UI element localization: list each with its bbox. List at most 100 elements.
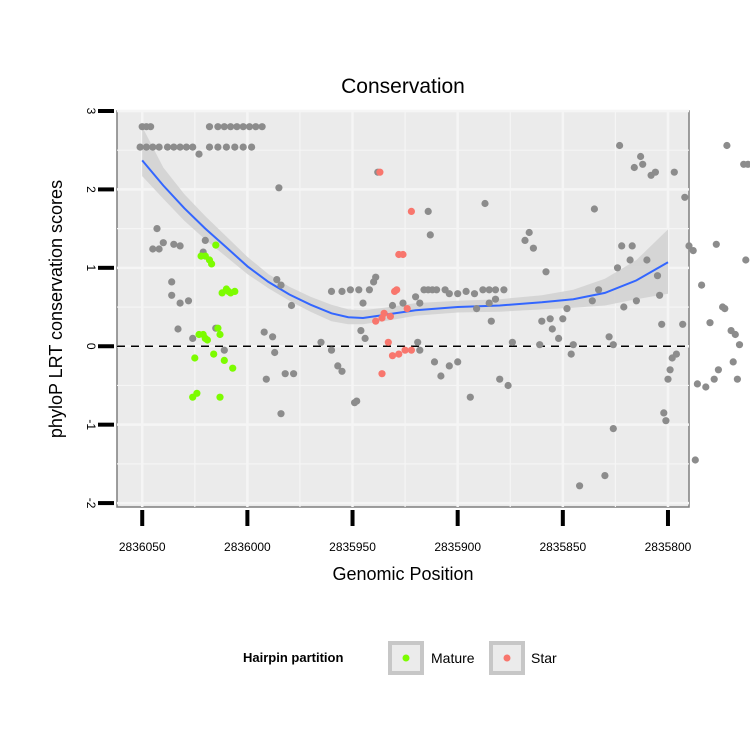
data-point-other (698, 281, 706, 289)
data-point-other (445, 290, 453, 298)
data-point-other (433, 286, 441, 294)
data-point-star (395, 350, 403, 358)
data-point-other (258, 123, 266, 131)
data-point-other (710, 375, 718, 383)
data-point-other (702, 383, 710, 391)
data-point-other (548, 325, 556, 333)
data-point-star (386, 312, 394, 320)
data-point-other (445, 362, 453, 370)
data-point-other (601, 472, 609, 480)
data-point-mature (203, 336, 211, 344)
data-point-other (651, 168, 660, 176)
data-point-other (174, 325, 182, 333)
data-point-other (721, 305, 729, 313)
data-point-other (656, 291, 664, 299)
data-point-other (706, 319, 714, 327)
data-point-other (542, 268, 550, 276)
data-point-star (384, 338, 392, 346)
data-point-other (430, 358, 439, 366)
data-point-other (731, 330, 739, 339)
data-point-other (426, 231, 434, 239)
x-axis-label: Genomic Position (332, 564, 473, 584)
data-point-other (365, 286, 373, 294)
data-point-other (424, 207, 432, 215)
data-point-other (653, 272, 662, 280)
data-point-mature (208, 260, 216, 268)
data-point-other (184, 297, 193, 305)
y-tick-label: 0 (84, 343, 98, 350)
data-point-other (155, 143, 163, 151)
legend-key-mature (388, 641, 424, 675)
data-point-other (220, 346, 228, 354)
legend: Hairpin partition Mature Star (243, 641, 557, 675)
data-point-other (239, 123, 247, 131)
data-point-other (496, 375, 504, 383)
data-point-other (159, 239, 167, 247)
data-point-other (555, 334, 563, 342)
data-point-other (357, 327, 365, 335)
data-point-mature (231, 287, 239, 295)
data-point-other (664, 375, 672, 383)
data-point-other (605, 333, 613, 341)
data-point-other (176, 242, 184, 250)
data-point-other (149, 143, 157, 151)
data-point-other (327, 346, 336, 354)
data-point-star (399, 250, 407, 259)
x-tick-label: 2835800 (645, 540, 692, 554)
x-tick-label: 2835850 (539, 540, 586, 554)
data-point-other (273, 276, 281, 284)
data-point-other (372, 273, 380, 281)
data-point-mature (214, 324, 222, 332)
legend-title: Hairpin partition (243, 650, 343, 665)
data-point-star (378, 370, 386, 378)
data-point-other (214, 123, 222, 131)
data-point-other (277, 281, 285, 289)
data-point-other (662, 417, 670, 425)
legend-label-mature: Mature (431, 650, 475, 666)
data-point-other (153, 225, 161, 233)
data-point-star (407, 207, 415, 215)
y-tick-label: -2 (84, 498, 98, 509)
data-point-other (327, 287, 336, 295)
y-axis: -2 -1 0 1 2 3 (84, 108, 114, 509)
data-point-other (500, 286, 508, 294)
data-point-other (155, 245, 163, 253)
data-point-other (142, 143, 150, 151)
data-point-other (346, 286, 354, 294)
data-point-other (149, 245, 157, 253)
smooth-trend-line (141, 159, 669, 320)
data-point-other (609, 341, 617, 349)
data-point-other (485, 299, 493, 307)
y-tick-label: 2 (84, 186, 98, 193)
data-point-other (626, 256, 634, 264)
data-point-other (689, 247, 697, 255)
data-point-other (168, 291, 176, 299)
data-point-other (269, 333, 277, 341)
data-point-star (403, 305, 411, 313)
data-point-other (239, 143, 247, 151)
chart-title: Conservation (341, 75, 465, 98)
data-point-other (220, 123, 228, 131)
data-point-other (559, 315, 567, 323)
y-tick-label: 1 (84, 264, 98, 271)
data-point-other (222, 143, 230, 151)
data-point-other (670, 168, 678, 176)
data-point-other (723, 141, 731, 150)
data-point-other (481, 199, 489, 208)
data-point-other (616, 141, 624, 150)
data-point-other (637, 152, 645, 161)
data-point-star (380, 309, 388, 317)
data-point-other (454, 290, 462, 298)
data-point-other (521, 236, 529, 244)
data-point-other (252, 123, 260, 131)
data-point-other (508, 338, 516, 346)
data-point-other (569, 341, 577, 349)
data-point-mature (189, 393, 197, 401)
data-point-other (136, 143, 144, 151)
data-point-other (672, 350, 681, 358)
data-point-other (618, 242, 626, 250)
legend-dot-star (503, 654, 511, 662)
data-point-other (248, 143, 256, 151)
data-point-star (393, 286, 401, 294)
